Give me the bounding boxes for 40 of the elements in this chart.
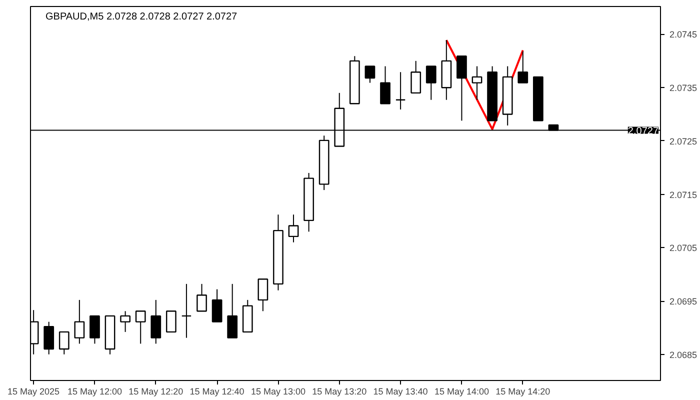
y-tick-label: 2.0745 bbox=[670, 30, 698, 40]
candlestick bbox=[74, 299, 85, 344]
x-tick-label: 15 May 12:40 bbox=[190, 386, 244, 396]
x-tick-label: 15 May 12:20 bbox=[128, 386, 184, 396]
x-tick-label: 15 May 13:00 bbox=[250, 386, 306, 396]
x-tick-label: 15 May 14:00 bbox=[434, 386, 489, 396]
candlestick bbox=[380, 66, 390, 104]
candlestick bbox=[58, 331, 70, 355]
x-tick-label: 15 May 13:20 bbox=[312, 386, 367, 396]
x-tick-label: 15 May 12:00 bbox=[67, 386, 122, 396]
candlestick bbox=[150, 299, 162, 344]
candlestick bbox=[135, 310, 146, 344]
text: GBPAUD,M5 2.0728 2.0728 2.0727 2.0727 bbox=[46, 12, 238, 22]
y-tick-label: 2.0735 bbox=[670, 83, 698, 94]
candlestick bbox=[518, 50, 528, 84]
candlestick bbox=[90, 315, 100, 344]
x-tick-label: 15 May 14:20 bbox=[496, 386, 550, 396]
y-tick-label: 2.0705 bbox=[670, 243, 698, 254]
candlestick bbox=[288, 214, 299, 243]
candlestick bbox=[410, 60, 422, 94]
x-tick-label: 15 May 2025 bbox=[8, 386, 60, 396]
candlestick bbox=[426, 66, 436, 100]
candlestick bbox=[227, 283, 238, 338]
candlestick bbox=[44, 321, 54, 355]
candlestick bbox=[196, 283, 207, 312]
candlestick bbox=[258, 278, 268, 312]
y-tick-label: 2.0715 bbox=[670, 190, 698, 200]
y-tick-label: 2.0695 bbox=[670, 296, 698, 307]
ref-line-label: 2.0727 bbox=[628, 126, 659, 137]
candlestick bbox=[472, 66, 482, 100]
candlestick bbox=[364, 66, 376, 84]
candlestick bbox=[395, 72, 406, 110]
candlestick bbox=[212, 288, 222, 322]
candlestick bbox=[181, 283, 192, 338]
candlestick bbox=[166, 310, 176, 333]
y-tick-label: 2.0685 bbox=[670, 350, 698, 360]
x-tick-label: 15 May 13:40 bbox=[373, 386, 428, 396]
y-tick-label: 2.0725 bbox=[670, 136, 698, 146]
candlestick bbox=[456, 56, 467, 122]
candlestick bbox=[120, 310, 130, 332]
